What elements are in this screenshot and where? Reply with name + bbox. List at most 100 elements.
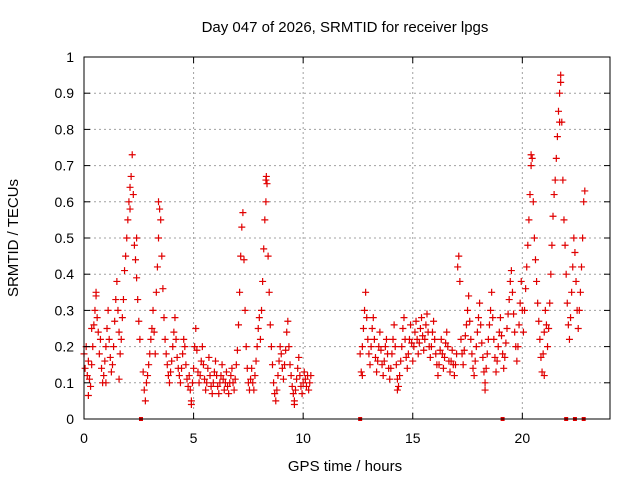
- data-point: [259, 277, 267, 285]
- data-point: [373, 368, 381, 376]
- data-point: [549, 212, 557, 220]
- data-point: [227, 372, 235, 380]
- data-point: [563, 299, 571, 307]
- data-point: [507, 267, 515, 275]
- data-point: [164, 372, 172, 380]
- data-point: [191, 343, 199, 351]
- data-point: [359, 325, 367, 332]
- data-point: [294, 364, 302, 372]
- data-point: [296, 372, 304, 380]
- data-point: [187, 401, 195, 409]
- data-point: [218, 361, 226, 369]
- data-point: [194, 368, 202, 376]
- data-point: [182, 361, 190, 369]
- data-point: [134, 296, 142, 304]
- data-point: [526, 191, 534, 199]
- data-point: [160, 314, 168, 322]
- data-point: [460, 346, 468, 354]
- y-tick-label: 0.4: [55, 266, 75, 282]
- data-point: [132, 256, 140, 264]
- data-point: [276, 343, 284, 351]
- data-point: [84, 391, 92, 399]
- data-point: [505, 296, 513, 304]
- data-point: [286, 361, 294, 369]
- data-point: [203, 379, 211, 387]
- data-point: [112, 296, 120, 304]
- data-point: [529, 198, 537, 206]
- data-point: [272, 397, 280, 405]
- data-point: [402, 353, 410, 361]
- data-point: [502, 339, 510, 347]
- data-point: [552, 154, 560, 162]
- data-point: [496, 314, 504, 322]
- data-point: [515, 321, 523, 329]
- data-point: [162, 350, 170, 358]
- data-point: [171, 314, 179, 322]
- data-point: [210, 368, 218, 376]
- data-point: [151, 350, 159, 358]
- data-point: [277, 350, 285, 358]
- data-point: [119, 296, 127, 304]
- data-point: [184, 382, 192, 390]
- data-point: [365, 350, 373, 358]
- data-point: [413, 335, 421, 343]
- data-point: [468, 350, 476, 358]
- data-point: [165, 379, 173, 387]
- data-point: [238, 223, 246, 231]
- data-point: [105, 335, 113, 343]
- data-point: [102, 379, 110, 387]
- data-point: [121, 267, 129, 275]
- data-point: [544, 343, 552, 351]
- data-point: [249, 379, 257, 387]
- data-point: [163, 361, 171, 369]
- data-point: [548, 241, 556, 249]
- data-point: [390, 321, 398, 329]
- data-point: [127, 172, 135, 180]
- data-point: [215, 390, 223, 398]
- x-tick-label: 20: [515, 430, 531, 446]
- data-point: [274, 372, 282, 380]
- data-point: [123, 234, 131, 242]
- data-point: [176, 379, 184, 387]
- data-point: [403, 364, 411, 372]
- data-point: [205, 353, 213, 361]
- data-point: [115, 328, 123, 336]
- data-point: [361, 306, 369, 314]
- data-point: [236, 288, 244, 296]
- data-point: [541, 306, 549, 314]
- data-point: [510, 310, 518, 318]
- data-point: [253, 343, 261, 351]
- data-point: [302, 382, 310, 390]
- data-point: [93, 314, 101, 322]
- data-point: [524, 241, 532, 249]
- data-point: [263, 180, 271, 188]
- data-point: [363, 314, 371, 322]
- data-point: [136, 335, 144, 343]
- x-tick-labels: 0 5 10 15 20: [80, 430, 530, 446]
- data-point: [571, 248, 579, 256]
- data-point: [92, 288, 100, 296]
- data-point: [411, 328, 419, 336]
- data-point: [155, 234, 163, 242]
- data-point: [560, 216, 568, 224]
- data-point: [158, 252, 166, 260]
- data-point: [358, 372, 366, 380]
- data-point: [103, 325, 111, 332]
- data-point: [389, 335, 397, 343]
- data-point: [471, 357, 479, 365]
- data-point: [96, 335, 104, 343]
- data-point: [284, 317, 292, 325]
- data-point: [522, 285, 530, 293]
- data-point: [270, 379, 278, 387]
- y-tick-label: 0: [66, 411, 74, 427]
- data-point: [116, 350, 124, 358]
- data-point: [462, 321, 470, 329]
- data-point: [572, 277, 580, 285]
- data-point: [498, 332, 506, 340]
- data-point: [222, 368, 230, 376]
- data-point: [225, 390, 233, 398]
- data-point: [241, 306, 249, 314]
- data-point: [285, 343, 293, 351]
- data-point: [141, 397, 149, 405]
- data-point: [519, 328, 527, 336]
